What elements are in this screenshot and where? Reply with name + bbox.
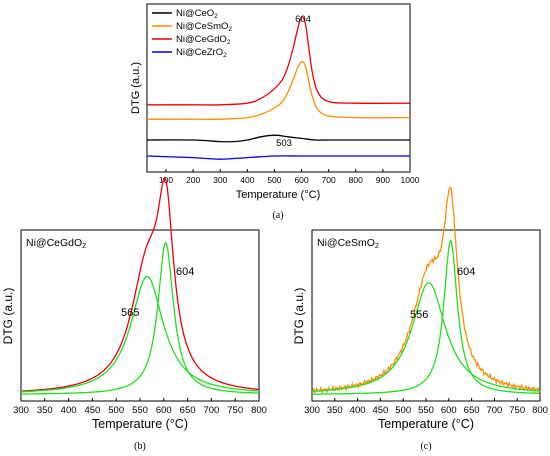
x-tick-label: 350 (327, 405, 343, 416)
series-line-fit-604 (21, 241, 259, 395)
series-group (20, 176, 260, 395)
x-tick-label: 400 (61, 405, 77, 416)
x-tick-label: 400 (350, 405, 366, 416)
series-line-fit-565 (20, 275, 260, 393)
series-group (146, 15, 411, 160)
x-tick-label: 350 (37, 405, 53, 416)
x-tick-label: 600 (156, 405, 172, 416)
x-tick-label: 800 (532, 405, 548, 416)
x-tick-label: 750 (227, 405, 243, 416)
annotation-556-c: 556 (410, 309, 428, 321)
annotation-604-b: 604 (176, 266, 194, 278)
x-axis-label-c: Temperature (°C) (378, 417, 474, 431)
x-tick-label: 650 (180, 405, 196, 416)
panel-title-c: Ni@CeSmO2 (317, 237, 379, 250)
x-axis-label-b: Temperature (°C) (92, 417, 188, 431)
x-tick-label: 800 (349, 175, 363, 185)
x-tick-label: 1000 (401, 175, 420, 185)
legend: Ni@CeO2 Ni@CeSmO2 Ni@CeGdO2 Ni@CeZrO2 (152, 8, 232, 59)
legend-label-cezro2: Ni@CeZrO2 (176, 47, 227, 59)
x-tick-label: 750 (509, 405, 525, 416)
plot-frame (146, 3, 411, 173)
annotation-503-a: 503 (276, 138, 292, 149)
x-axis-ticks: 300 350 400 450 500 550 600 650 700 750 800 (304, 398, 548, 416)
x-tick-label: 450 (84, 405, 100, 416)
x-tick-label: 500 (108, 405, 124, 416)
x-tick-label: 500 (267, 175, 281, 185)
legend-label-cesmo2: Ni@CeSmO2 (176, 21, 232, 33)
x-tick-label: 300 (13, 405, 29, 416)
x-tick-label: 600 (294, 175, 308, 185)
x-tick-label: 450 (372, 405, 388, 416)
x-axis-ticks: 300 350 400 450 500 550 600 650 700 750 800 (13, 398, 267, 416)
panel-c: 300 350 400 450 500 550 600 650 700 750 800 Ni@CeS… (292, 186, 548, 452)
series-line-ni-cesmo2-measured (311, 186, 541, 395)
series-line-fit-604 (312, 239, 540, 395)
panel-title-b: Ni@CeGdO2 (26, 237, 86, 250)
y-axis-label-a: DTG (a.u.) (130, 62, 142, 114)
legend-label-cegdo2: Ni@CeGdO2 (176, 34, 231, 46)
panel-label-c: (c) (420, 441, 431, 452)
x-tick-label: 300 (304, 405, 320, 416)
series-line-ni-cezro2 (146, 155, 410, 160)
legend-label-ceo2: Ni@CeO2 (176, 8, 218, 20)
x-tick-label: 400 (240, 175, 254, 185)
x-tick-label: 200 (186, 175, 200, 185)
x-tick-label: 700 (203, 405, 219, 416)
series-line-ni-cegdo2-measured (21, 176, 259, 392)
x-tick-label: 700 (486, 405, 502, 416)
x-tick-label: 550 (132, 405, 148, 416)
series-line-ni-ceo2 (146, 134, 410, 143)
series-line-ni-cegdo2 (147, 15, 411, 106)
x-tick-label: 550 (418, 405, 434, 416)
x-axis-label-a: Temperature (°C) (236, 189, 320, 201)
x-tick-label: 500 (395, 405, 411, 416)
x-tick-label: 900 (376, 175, 390, 185)
panel-label-a: (a) (272, 210, 283, 221)
series-line-fit-556 (312, 282, 541, 392)
panel-label-b: (b) (134, 441, 146, 452)
x-tick-label: 800 (251, 405, 267, 416)
panel-b: 300 350 400 450 500 550 600 650 700 750 800 Ni@CeG… (1, 176, 267, 452)
x-axis-ticks: 100 200 300 400 500 600 700 800 900 1000 (159, 169, 420, 185)
series-group (311, 186, 541, 395)
annotation-604-c: 604 (457, 266, 475, 278)
annotation-565-b: 565 (121, 307, 139, 319)
x-tick-label: 600 (441, 405, 457, 416)
x-tick-label: 300 (213, 175, 227, 185)
y-axis-label-c: DTG (a.u.) (292, 288, 306, 345)
y-axis-label-b: DTG (a.u.) (1, 288, 15, 345)
panel-a: 100 200 300 400 500 600 700 800 900 1000 Ni@CeO2 … (130, 3, 420, 221)
x-tick-label: 700 (322, 175, 336, 185)
series-line-ni-cesmo2 (147, 60, 411, 120)
annotation-604-a: 604 (295, 14, 311, 25)
x-tick-label: 650 (464, 405, 480, 416)
